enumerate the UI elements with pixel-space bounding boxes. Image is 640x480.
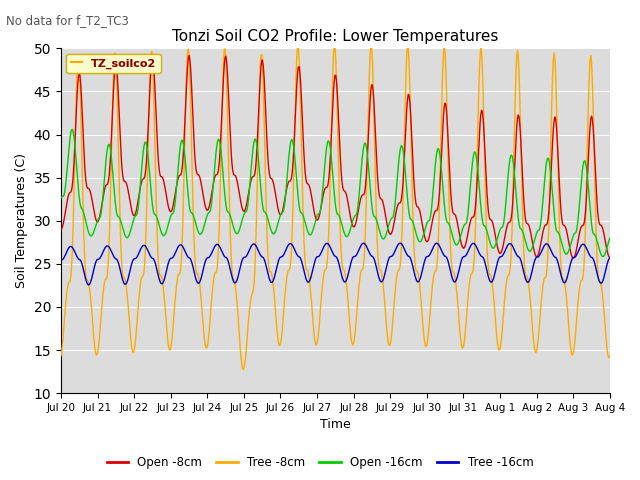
Text: No data for f_T2_TC3: No data for f_T2_TC3 bbox=[6, 14, 129, 27]
Legend: Open -8cm, Tree -8cm, Open -16cm, Tree -16cm: Open -8cm, Tree -8cm, Open -16cm, Tree -… bbox=[102, 452, 538, 474]
Legend: TZ_soilco2: TZ_soilco2 bbox=[67, 54, 161, 73]
Y-axis label: Soil Temperatures (C): Soil Temperatures (C) bbox=[15, 153, 28, 288]
Title: Tonzi Soil CO2 Profile: Lower Temperatures: Tonzi Soil CO2 Profile: Lower Temperatur… bbox=[172, 29, 499, 44]
X-axis label: Time: Time bbox=[320, 419, 351, 432]
